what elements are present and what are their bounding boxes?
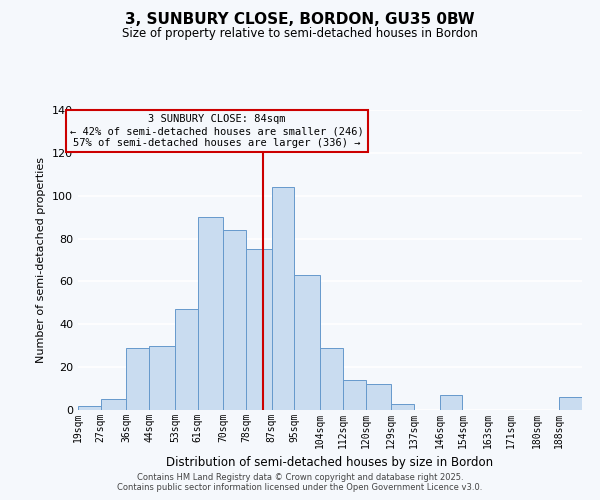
Bar xyxy=(440,395,463,410)
Bar xyxy=(320,348,343,410)
Bar xyxy=(78,406,101,410)
Bar xyxy=(246,250,272,410)
Y-axis label: Number of semi-detached properties: Number of semi-detached properties xyxy=(37,157,46,363)
Bar xyxy=(391,404,414,410)
Bar xyxy=(365,384,391,410)
X-axis label: Distribution of semi-detached houses by size in Bordon: Distribution of semi-detached houses by … xyxy=(166,456,494,469)
Bar xyxy=(101,400,127,410)
Text: Contains HM Land Registry data © Crown copyright and database right 2025.
Contai: Contains HM Land Registry data © Crown c… xyxy=(118,473,482,492)
Bar xyxy=(343,380,365,410)
Text: Size of property relative to semi-detached houses in Bordon: Size of property relative to semi-detach… xyxy=(122,28,478,40)
Bar xyxy=(127,348,149,410)
Bar xyxy=(223,230,246,410)
Bar xyxy=(197,217,223,410)
Bar xyxy=(149,346,175,410)
Bar xyxy=(175,310,197,410)
Bar xyxy=(272,187,295,410)
Text: 3, SUNBURY CLOSE, BORDON, GU35 0BW: 3, SUNBURY CLOSE, BORDON, GU35 0BW xyxy=(125,12,475,28)
Text: 3 SUNBURY CLOSE: 84sqm
← 42% of semi-detached houses are smaller (246)
57% of se: 3 SUNBURY CLOSE: 84sqm ← 42% of semi-det… xyxy=(70,114,364,148)
Bar xyxy=(295,275,320,410)
Bar xyxy=(559,397,582,410)
